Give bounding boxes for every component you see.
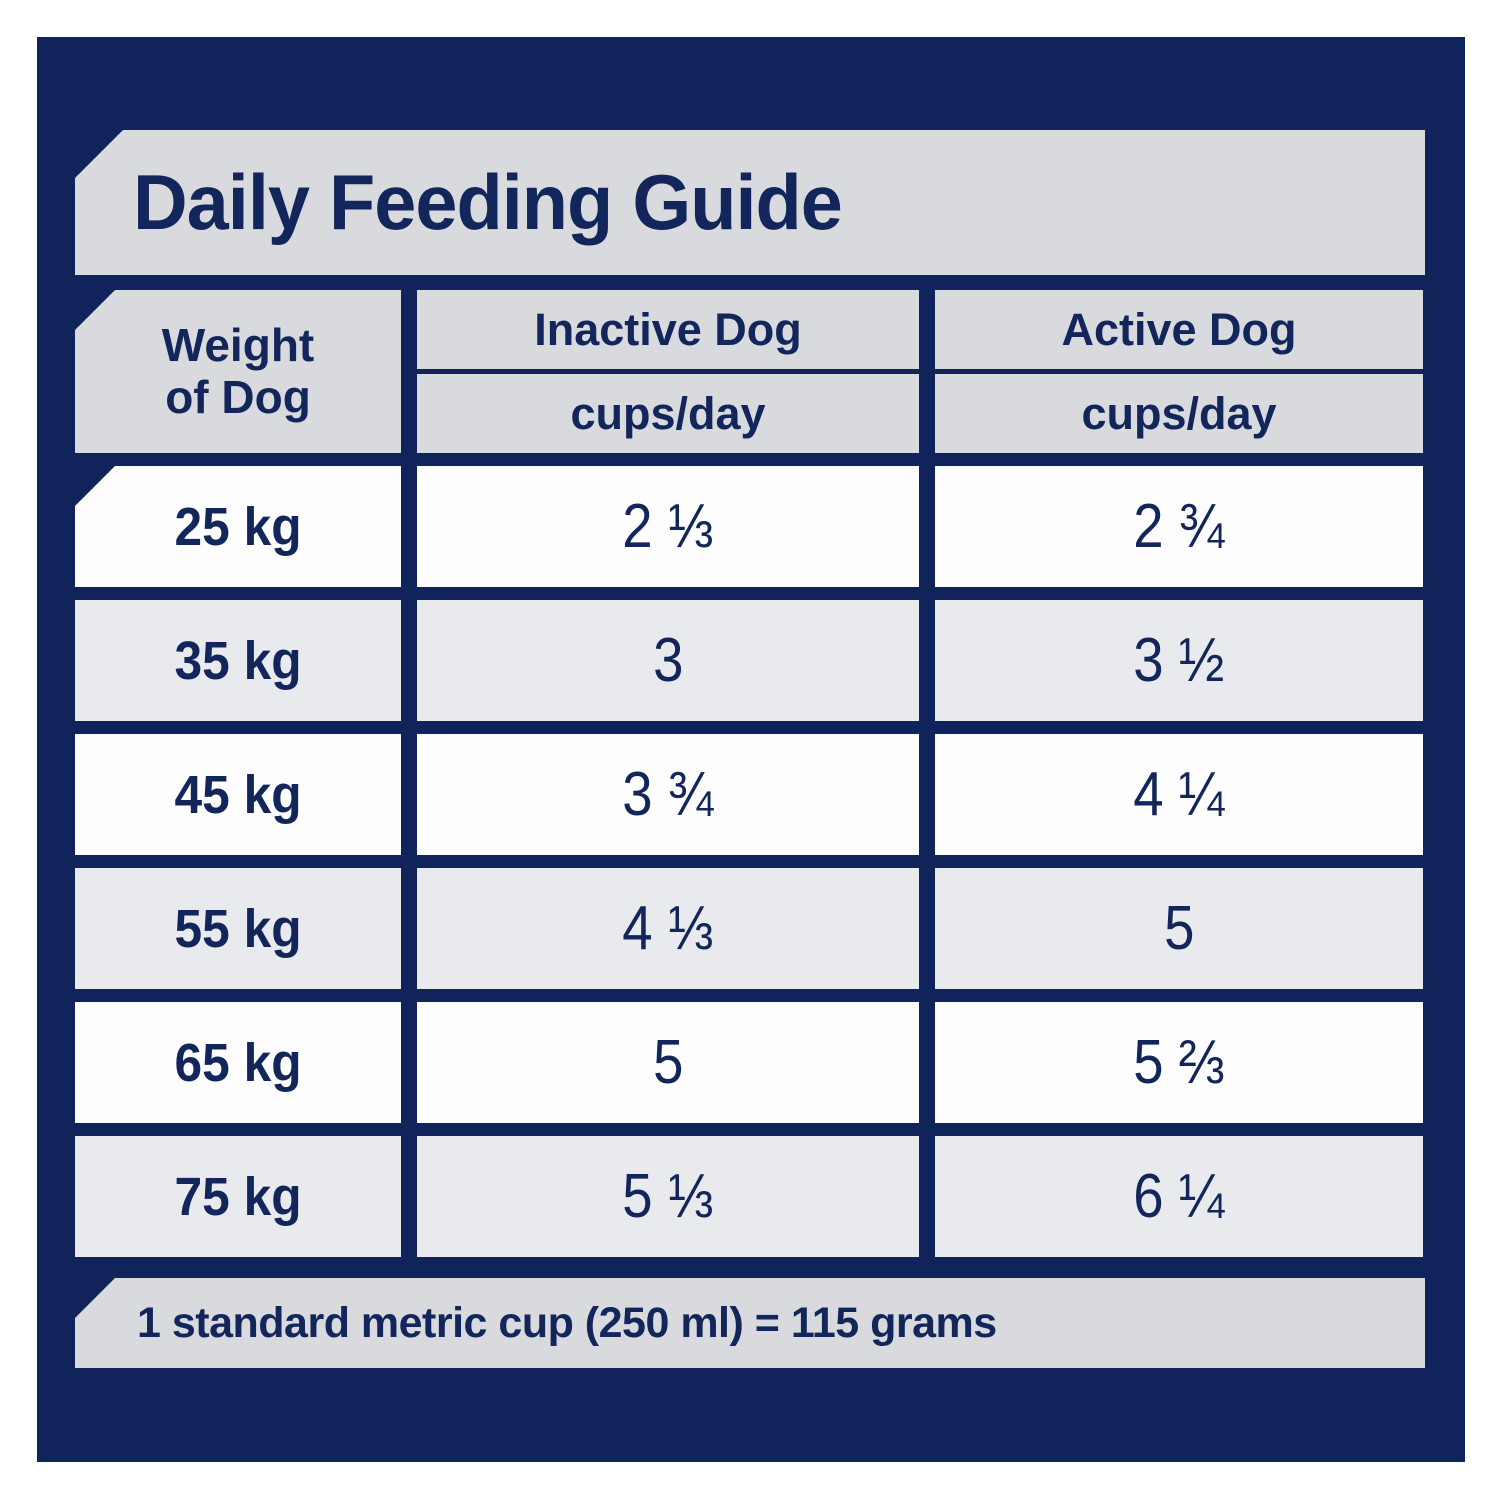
inactive-dog-label: Inactive Dog (534, 303, 802, 355)
value-cell-45kg-active: 4 ¼ (935, 734, 1423, 855)
feeding-table: Weight of Dog Inactive Dog cups/day Acti… (75, 290, 1423, 1257)
value-cell-65kg-active: 5 ⅔ (935, 1002, 1423, 1123)
value-cell-25kg-inactive: 2 ⅓ (417, 466, 919, 587)
column-header-inactive: Inactive Dog cups/day (417, 290, 919, 453)
active-units-label: cups/day (1081, 387, 1277, 439)
page-title: Daily Feeding Guide (133, 158, 843, 246)
value-cell-75kg-inactive: 5 ⅓ (417, 1136, 919, 1257)
value-cell-75kg-active: 6 ¼ (935, 1136, 1423, 1257)
weight-header-line1: Weight (161, 318, 315, 371)
weight-cell-35kg: 35 kg (75, 600, 401, 721)
column-header-active: Active Dog cups/day (935, 290, 1423, 453)
footer-note-bar: 1 standard metric cup (250 ml) = 115 gra… (75, 1278, 1425, 1368)
column-header-weight: Weight of Dog (75, 290, 401, 453)
weight-cell-25kg: 25 kg (75, 466, 401, 587)
active-dog-label: Active Dog (1061, 303, 1297, 355)
title-banner: Daily Feeding Guide (75, 130, 1425, 275)
footer-note: 1 standard metric cup (250 ml) = 115 gra… (137, 1298, 997, 1347)
feeding-guide-panel: Daily Feeding Guide Weight of Dog Inacti… (37, 37, 1465, 1462)
weight-cell-45kg: 45 kg (75, 734, 401, 855)
header-divider (417, 369, 919, 374)
value-cell-45kg-inactive: 3 ¾ (417, 734, 919, 855)
value-cell-55kg-active: 5 (935, 868, 1423, 989)
header-divider (935, 369, 1423, 374)
value-cell-35kg-inactive: 3 (417, 600, 919, 721)
weight-cell-75kg: 75 kg (75, 1136, 401, 1257)
inactive-units-label: cups/day (570, 387, 766, 439)
value-cell-35kg-active: 3 ½ (935, 600, 1423, 721)
weight-cell-55kg: 55 kg (75, 868, 401, 989)
value-cell-55kg-inactive: 4 ⅓ (417, 868, 919, 989)
value-cell-25kg-active: 2 ¾ (935, 466, 1423, 587)
weight-header-line2: of Dog (165, 370, 311, 423)
weight-cell-65kg: 65 kg (75, 1002, 401, 1123)
value-cell-65kg-inactive: 5 (417, 1002, 919, 1123)
